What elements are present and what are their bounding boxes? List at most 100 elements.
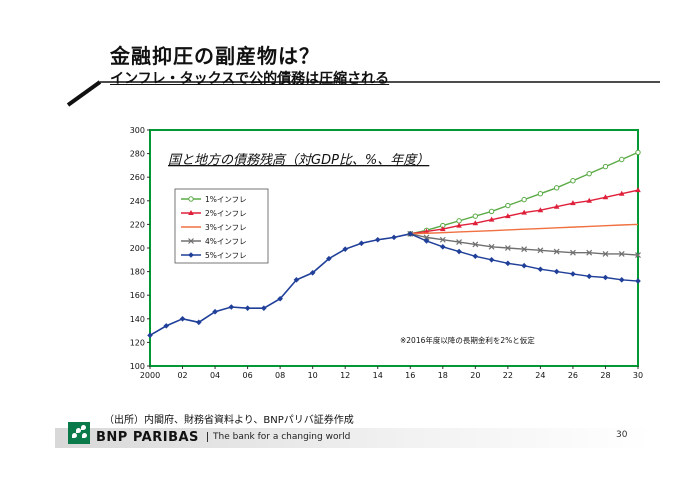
x-tick-label: 26 <box>568 371 578 380</box>
series-point-5 <box>521 262 527 269</box>
series-point-2 <box>602 194 609 200</box>
historical-point <box>391 234 397 241</box>
bank-name: BNP PARIBAS <box>96 430 199 445</box>
legend-marker-2 <box>188 210 194 215</box>
series-point-4 <box>537 247 544 254</box>
series-line-3 <box>410 223 639 235</box>
x-tick-label: 04 <box>210 371 220 380</box>
x-tick-label: 06 <box>243 371 253 380</box>
page-number: 30 <box>616 430 628 440</box>
series-point-1 <box>635 149 641 156</box>
legend-label-4: 4%インフレ <box>205 237 247 246</box>
x-tick-label: 18 <box>438 371 448 380</box>
series-point-4 <box>456 239 462 246</box>
x-tick-label: 02 <box>177 371 187 380</box>
historical-point <box>147 332 153 339</box>
x-tick-label: 14 <box>373 371 383 380</box>
series-point-5 <box>472 253 479 260</box>
x-tick-label: 08 <box>275 371 285 380</box>
historical-point <box>196 319 202 326</box>
legend-marker-4 <box>188 238 194 244</box>
bnp-stars-logo-icon <box>68 422 90 444</box>
x-tick-label: 10 <box>308 371 318 380</box>
historical-point <box>163 323 170 329</box>
y-tick-label: 280 <box>130 150 145 159</box>
legend-marker-1 <box>188 196 194 202</box>
historical-point <box>212 308 218 315</box>
series-point-4 <box>586 249 593 256</box>
series-point-1 <box>472 213 479 219</box>
header-decoration <box>66 80 660 107</box>
series-point-1 <box>553 185 560 191</box>
x-tick-label: 12 <box>340 371 350 380</box>
series-point-4 <box>635 252 641 259</box>
series-point-4 <box>423 234 430 241</box>
series-point-1 <box>505 202 511 209</box>
footer-bar <box>55 428 653 448</box>
series-point-4 <box>602 250 609 257</box>
series-point-2 <box>472 220 479 226</box>
y-tick-label: 100 <box>130 362 145 371</box>
historical-point <box>358 240 365 247</box>
series-point-4 <box>553 248 560 255</box>
y-tick-label: 140 <box>130 315 145 324</box>
series-point-2 <box>635 187 641 193</box>
x-tick-label: 16 <box>405 371 415 380</box>
series-point-5 <box>553 268 560 275</box>
series-point-2 <box>505 213 511 219</box>
chart-title: 国と地方の債務残高（対GDP比、%、年度） <box>168 152 429 168</box>
series-point-2 <box>570 200 576 206</box>
series-point-2 <box>456 222 462 228</box>
y-tick-label: 120 <box>130 338 145 347</box>
x-tick-label: 20 <box>470 371 480 380</box>
series-point-1 <box>570 178 576 184</box>
historical-point <box>261 305 267 311</box>
series-point-2 <box>618 190 625 196</box>
series-point-1 <box>619 156 625 163</box>
series-point-5 <box>570 271 576 277</box>
series-point-1 <box>456 218 462 224</box>
y-tick-label: 260 <box>130 173 145 182</box>
series-point-4 <box>439 236 446 243</box>
x-tick-label: 22 <box>503 371 513 380</box>
series-point-5 <box>537 266 544 273</box>
debt-chart: 100 120 140 160 180 200 220 240 260 280 300 2000 02 0… <box>130 126 643 380</box>
series-point-4 <box>521 246 528 253</box>
series-point-4 <box>504 245 511 251</box>
historical-point <box>326 255 332 262</box>
historical-point <box>244 305 251 311</box>
slide-title: 金融抑圧の副産物は？ <box>110 44 320 68</box>
y-tick-label: 220 <box>130 220 145 229</box>
legend-label-1: 1%インフレ <box>205 195 247 204</box>
y-tick-label: 240 <box>130 197 145 206</box>
y-tick-label: 160 <box>130 291 145 300</box>
historical-point <box>342 246 348 252</box>
series-point-5 <box>407 231 414 237</box>
series-point-1 <box>586 170 592 177</box>
historical-point <box>277 295 283 302</box>
historical-point <box>309 269 316 276</box>
y-tick-label: 300 <box>130 126 145 135</box>
series-point-5 <box>586 273 592 280</box>
historical-point <box>179 316 186 322</box>
series-point-2 <box>440 226 446 232</box>
legend-label-3: 3%インフレ <box>205 223 247 232</box>
x-tick-label: 24 <box>535 371 545 380</box>
series-point-5 <box>505 260 511 267</box>
historical-point <box>293 277 300 283</box>
series-point-5 <box>602 274 609 281</box>
series-point-2 <box>537 207 544 213</box>
series-point-2 <box>553 203 560 209</box>
series-point-5 <box>618 277 625 283</box>
series-point-5 <box>456 248 462 255</box>
series-point-1 <box>537 191 544 197</box>
x-tick-label: 30 <box>633 371 643 380</box>
series-point-2 <box>423 228 430 234</box>
series-point-2 <box>586 197 592 203</box>
source-note: （出所）内閣府、財務省資料より、BNPパリバ証券作成 <box>104 415 354 426</box>
slide-subtitle: インフレ・タックスで公的債務は圧縮される <box>110 71 390 87</box>
chart-annotation: ※2016年度以降の長期金利を2%と仮定 <box>400 335 535 345</box>
legend-marker-5 <box>188 252 194 258</box>
series-point-2 <box>488 216 495 222</box>
x-tick-label: 2000 <box>140 371 160 380</box>
